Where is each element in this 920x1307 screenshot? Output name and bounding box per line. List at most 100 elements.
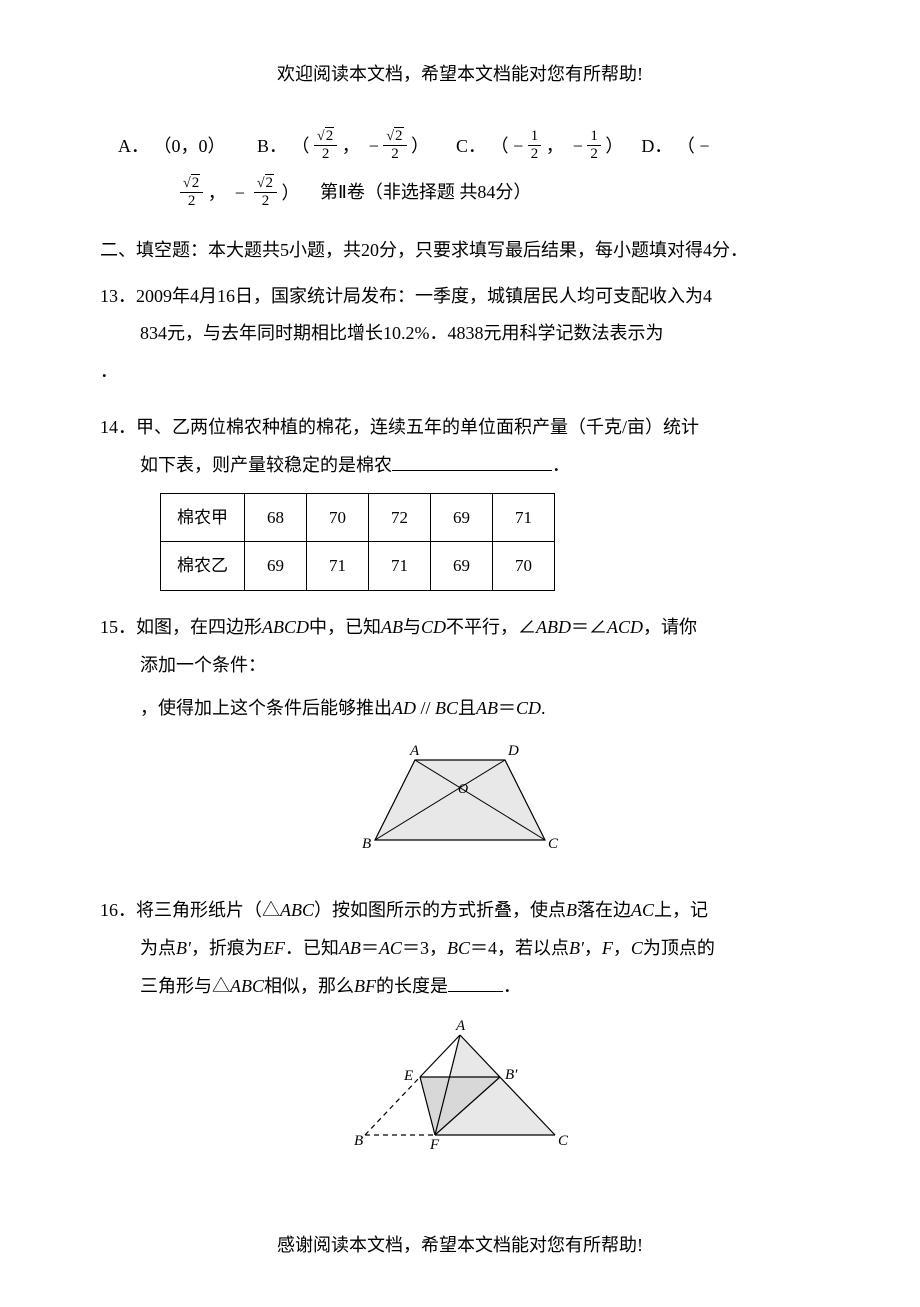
cell: 70 <box>307 493 369 542</box>
cell: 71 <box>369 542 431 591</box>
t: ABC <box>230 976 264 996</box>
t: ACD <box>607 617 643 637</box>
t: AD <box>392 698 416 718</box>
t: 添加一个条件： <box>140 655 266 675</box>
table-row: 棉农乙 69 71 71 69 70 <box>161 542 555 591</box>
t: ，使得加上这个条件后能够推出 <box>140 698 392 718</box>
lbl-C: C <box>558 1133 569 1149</box>
t: ABD <box>536 617 571 637</box>
frac-sqrt2-over-2-d: 2 2 <box>254 176 277 209</box>
lbl-A: A <box>409 743 420 759</box>
t: 落在边 <box>577 900 631 920</box>
t: 三角形与△ <box>140 976 230 996</box>
t: ABCD <box>262 617 309 637</box>
opt-d-label: D． <box>641 136 672 156</box>
opt-a-value: （0，0） <box>154 136 226 156</box>
paren-close: ） <box>605 136 623 156</box>
t: . <box>541 698 546 718</box>
t: ＝ <box>498 698 516 718</box>
t: 为顶点的 <box>643 938 715 958</box>
t: ＝∠ <box>571 617 607 637</box>
q15: 15．如图，在四边形ABCD中，已知AB与CD不平行，∠ABD＝∠ACD，请你 … <box>100 609 820 874</box>
lbl-D: D <box>507 743 519 759</box>
t: AC <box>379 938 402 958</box>
q12-options: A． （0，0） B． （ 2 2 ， − 2 2 ） <box>100 126 820 213</box>
frac-sqrt2-over-2-c: 2 2 <box>180 176 203 209</box>
t: ， <box>584 938 602 958</box>
q14-tail: ． <box>552 455 570 475</box>
t: BC <box>435 698 458 718</box>
cell: 71 <box>493 493 555 542</box>
lbl-B: B <box>362 836 371 852</box>
q14-line2: 如下表，则产量较稳定的是棉农 <box>140 455 392 475</box>
t: 上，记 <box>654 900 708 920</box>
q14-table: 棉农甲 68 70 72 69 71 棉农乙 69 71 71 69 70 <box>160 493 555 591</box>
t: BC <box>447 938 470 958</box>
cell: 69 <box>431 542 493 591</box>
frac-1-2: 1 2 <box>528 129 542 162</box>
q14: 14．甲、乙两位棉农种植的棉花，连续五年的单位面积产量（千克/亩）统计 如下表，… <box>100 409 820 591</box>
lbl-O: O <box>458 782 468 797</box>
paren-close: ） <box>411 136 429 156</box>
lbl-C: C <box>548 836 559 852</box>
blank <box>448 973 503 992</box>
t: 中，已知 <box>309 617 381 637</box>
t: ，折痕为 <box>191 938 263 958</box>
opt-c: C． （ − 1 2 ， − 1 2 ） <box>456 127 623 167</box>
opt-d-cont: 2 2 ， − 2 2 ） <box>180 174 300 214</box>
q16-figure: A B C E F B′ <box>100 1017 820 1171</box>
lbl-F: F <box>429 1137 440 1153</box>
t: 不平行，∠ <box>446 617 536 637</box>
comma: ， <box>546 136 564 156</box>
paren-open: （ <box>491 136 509 156</box>
q15-figure: A D B C O <box>100 740 820 874</box>
lbl-B: B <box>354 1133 363 1149</box>
opt-b: B． （ 2 2 ， − 2 2 ） <box>257 127 429 167</box>
lbl-E: E <box>403 1068 413 1084</box>
blank <box>392 452 552 471</box>
cell: 71 <box>307 542 369 591</box>
t: AB <box>476 698 498 718</box>
opt-a: A． （0，0） <box>118 127 226 167</box>
q13: 13．2009年4月16日，国家统计局发布：一季度，城镇居民人均可支配收入为4 … <box>100 278 820 391</box>
q13-line1: 2009年4月16日，国家统计局发布：一季度，城镇居民人均可支配收入为4 <box>136 286 712 306</box>
t: ． <box>503 976 521 996</box>
cell: 69 <box>431 493 493 542</box>
cell: 棉农乙 <box>161 542 245 591</box>
paren-open: （ <box>292 136 310 156</box>
t: // <box>416 698 435 718</box>
t: 为点 <box>140 938 176 958</box>
t: BF <box>354 976 376 996</box>
lbl-A: A <box>455 1018 466 1034</box>
t: 与 <box>403 617 421 637</box>
cell: 72 <box>369 493 431 542</box>
q13-tail: ． <box>100 361 118 381</box>
section-fill-title: 二、填空题：本大题共5小题，共20分，只要求填写最后结果，每小题填对得4分． <box>100 233 820 267</box>
t: EF <box>263 938 285 958</box>
t: 如图，在四边形 <box>136 617 262 637</box>
neg: − <box>699 136 709 156</box>
t: 且 <box>458 698 476 718</box>
table-row: 棉农甲 68 70 72 69 71 <box>161 493 555 542</box>
q13-line2: 834元，与去年同时期相比增长10.2%．4838元用科学记数法表示为 <box>140 323 664 343</box>
q14-num: 14． <box>100 417 136 437</box>
frac-sqrt2-over-2: 2 2 <box>314 129 337 162</box>
t: ）按如图所示的方式折叠，使点 <box>314 900 566 920</box>
t: AB <box>339 938 361 958</box>
t: B′ <box>569 938 584 958</box>
comma: ， <box>342 136 360 156</box>
t: ＝3， <box>402 938 447 958</box>
cell: 68 <box>245 493 307 542</box>
frac-1-2-b: 1 2 <box>587 129 601 162</box>
opt-a-label: A． <box>118 136 149 156</box>
frac-sqrt2-over-2-neg: 2 2 <box>383 129 406 162</box>
neg: − <box>573 136 583 156</box>
q15-num: 15． <box>100 617 136 637</box>
t: ， <box>613 938 631 958</box>
t: AB <box>381 617 403 637</box>
t: B <box>566 900 577 920</box>
q16-num: 16． <box>100 900 136 920</box>
paren-close: ） <box>282 183 300 203</box>
header-note: 欢迎阅读本文档，希望本文档能对您有所帮助! <box>100 60 820 86</box>
footer-note: 感谢阅读本文档，希望本文档能对您有所帮助! <box>100 1231 820 1257</box>
